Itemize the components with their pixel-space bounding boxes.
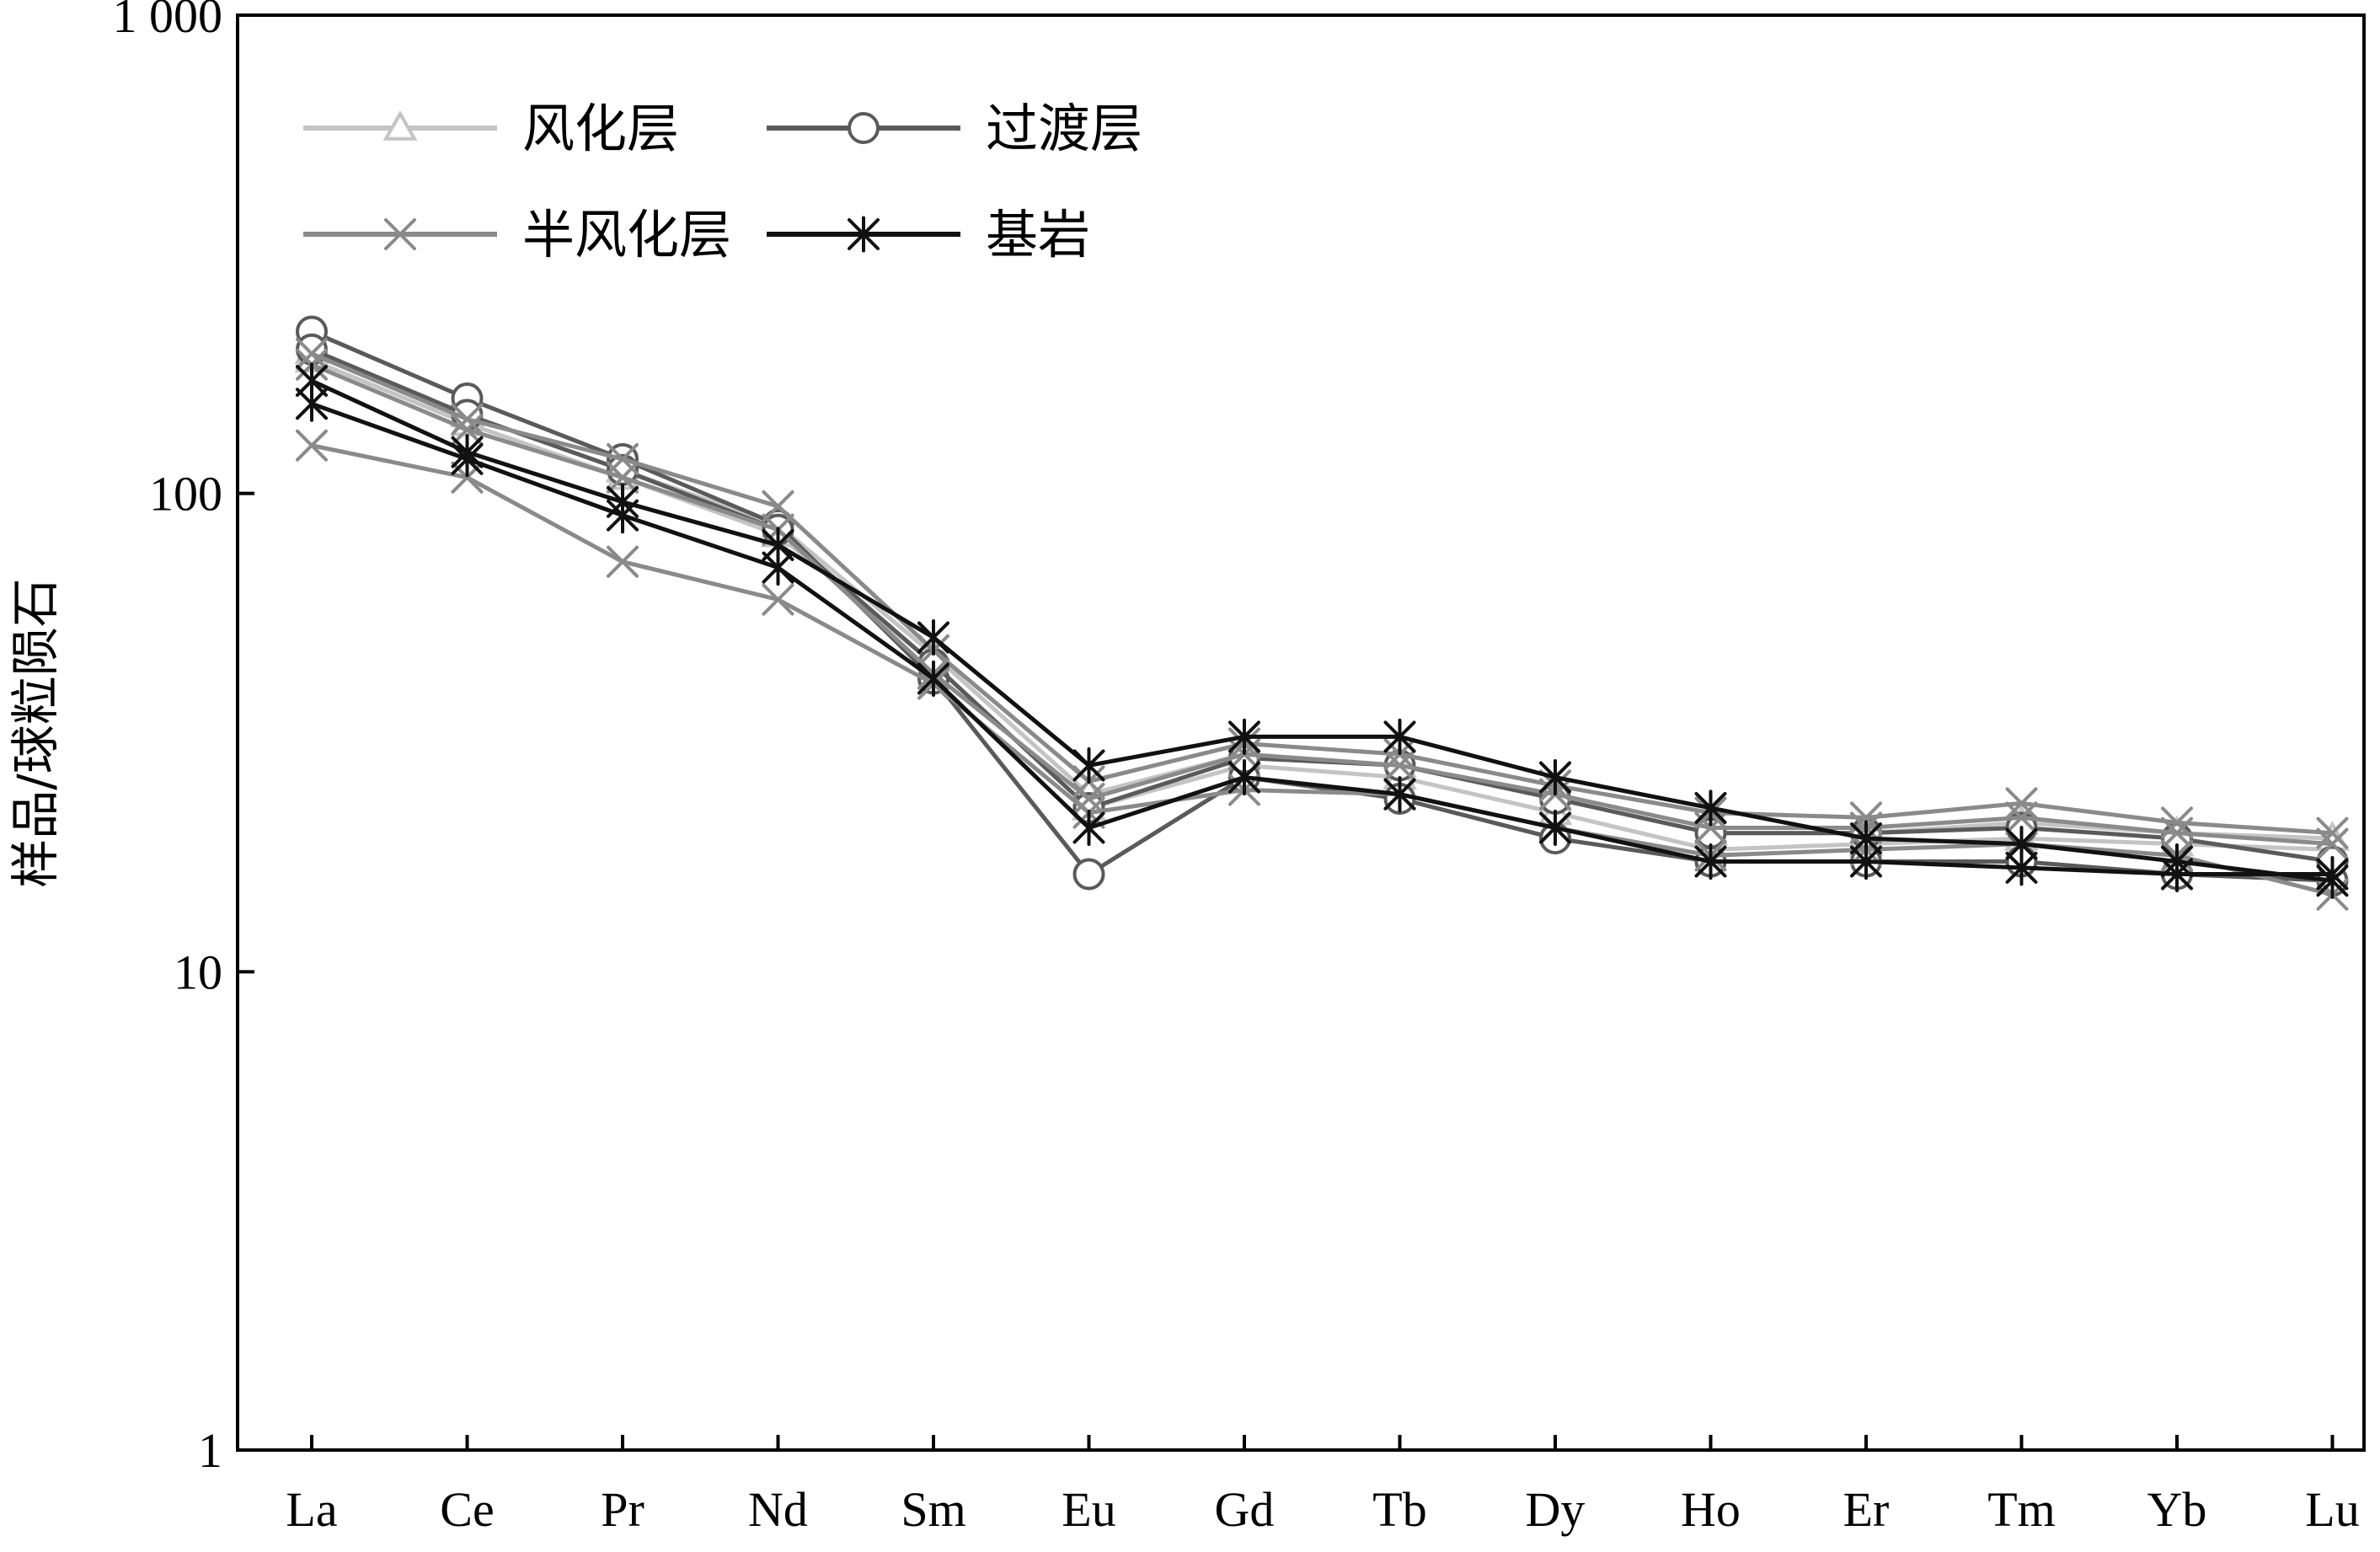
series-line xyxy=(311,329,2333,883)
asterisk-marker xyxy=(1072,809,1105,846)
x-marker xyxy=(296,429,328,462)
series-line xyxy=(310,378,2333,883)
series-line xyxy=(311,351,2333,836)
x-tick-label: Pr xyxy=(601,1482,644,1537)
x-tick-label: Nd xyxy=(748,1482,808,1537)
x-tick-label: Ho xyxy=(1681,1482,1741,1537)
asterisk-marker xyxy=(1539,759,1571,796)
asterisk-marker xyxy=(1539,809,1571,846)
y-tick-label: 10 xyxy=(174,945,222,999)
y-axis-title: 样品/球粒陨石 xyxy=(7,578,64,888)
x-tick-label: Sm xyxy=(901,1482,965,1537)
asterisk-marker xyxy=(2005,849,2038,886)
series-line xyxy=(311,362,2333,847)
x-marker xyxy=(762,583,794,616)
series-line xyxy=(311,349,2333,841)
x-tick-label: Dy xyxy=(1526,1482,1586,1537)
x-axis: La Ce Pr Nd Sm Eu Gd Tb Dy Ho Er Tm Yb Lu xyxy=(286,1435,2360,1537)
x-tick-label: Tm xyxy=(1987,1482,2056,1537)
asterisk-marker xyxy=(917,660,949,698)
x-marker xyxy=(2005,787,2038,820)
asterisk-marker xyxy=(607,497,639,534)
x-marker xyxy=(384,218,416,250)
x-marker xyxy=(607,461,639,494)
asterisk-marker xyxy=(1383,718,1416,755)
x-tick-label: Yb xyxy=(2147,1482,2207,1537)
x-tick-label: Er xyxy=(1843,1482,1890,1537)
y-axis: 1 10 100 1 000 xyxy=(113,0,254,1478)
series-asterisk-7 xyxy=(296,362,2349,899)
asterisk-marker xyxy=(1383,776,1416,813)
series-x-6 xyxy=(296,348,2349,860)
asterisk-marker xyxy=(1850,843,1882,880)
x-tick-label: Lu xyxy=(2305,1482,2359,1537)
series-circle-3 xyxy=(296,333,2349,878)
asterisk-marker xyxy=(1694,843,1727,880)
legend-item: 基岩 xyxy=(767,204,1090,265)
x-marker xyxy=(2005,801,2038,834)
x-tick-label: Eu xyxy=(1062,1482,1115,1537)
asterisk-marker xyxy=(917,619,949,656)
legend-item: 过渡层 xyxy=(767,98,1142,159)
legend-label: 风化层 xyxy=(522,98,679,159)
circle-marker xyxy=(848,112,880,144)
legend-label: 半风化层 xyxy=(522,204,731,265)
asterisk-marker xyxy=(296,385,328,422)
x-marker xyxy=(1072,782,1105,815)
asterisk-marker xyxy=(1228,759,1260,796)
x-tick-label: La xyxy=(286,1482,337,1537)
x-tick-label: Tb xyxy=(1372,1482,1426,1537)
asterisk-marker xyxy=(2316,855,2349,893)
legend-item: 半风化层 xyxy=(303,204,731,265)
plot-frame xyxy=(236,13,2366,1452)
asterisk-marker xyxy=(1228,718,1260,755)
series-asterisk-8 xyxy=(296,385,2349,893)
y-tick-label: 1 xyxy=(198,1423,222,1478)
x-marker xyxy=(451,413,484,446)
asterisk-marker xyxy=(762,549,794,586)
y-tick-label: 1 000 xyxy=(113,0,223,43)
asterisk-marker xyxy=(2161,855,2193,893)
x-marker xyxy=(607,545,639,578)
circle-marker xyxy=(1072,858,1105,891)
asterisk-marker xyxy=(451,441,484,478)
x-marker xyxy=(2161,816,2193,849)
series-line xyxy=(311,358,2333,852)
x-tick-label: Ce xyxy=(440,1482,494,1537)
x-marker xyxy=(2316,827,2349,860)
triangle-marker xyxy=(382,110,418,141)
asterisk-marker xyxy=(1694,789,1727,827)
series-layer xyxy=(294,315,2350,911)
x-tick-label: Gd xyxy=(1215,1482,1275,1537)
x-marker xyxy=(1383,749,1416,782)
legend-label: 基岩 xyxy=(986,204,1090,265)
series-line xyxy=(311,401,2333,876)
x-marker xyxy=(296,337,328,370)
x-marker xyxy=(762,490,794,522)
y-tick-label: 100 xyxy=(149,467,222,522)
legend-item: 风化层 xyxy=(303,98,679,159)
asterisk-marker xyxy=(1072,747,1105,784)
x-marker xyxy=(451,403,484,436)
series-circle-2 xyxy=(296,315,2349,897)
series-triangle-0 xyxy=(294,342,2350,863)
legend-label: 过渡层 xyxy=(986,98,1142,159)
asterisk-marker xyxy=(848,216,880,253)
